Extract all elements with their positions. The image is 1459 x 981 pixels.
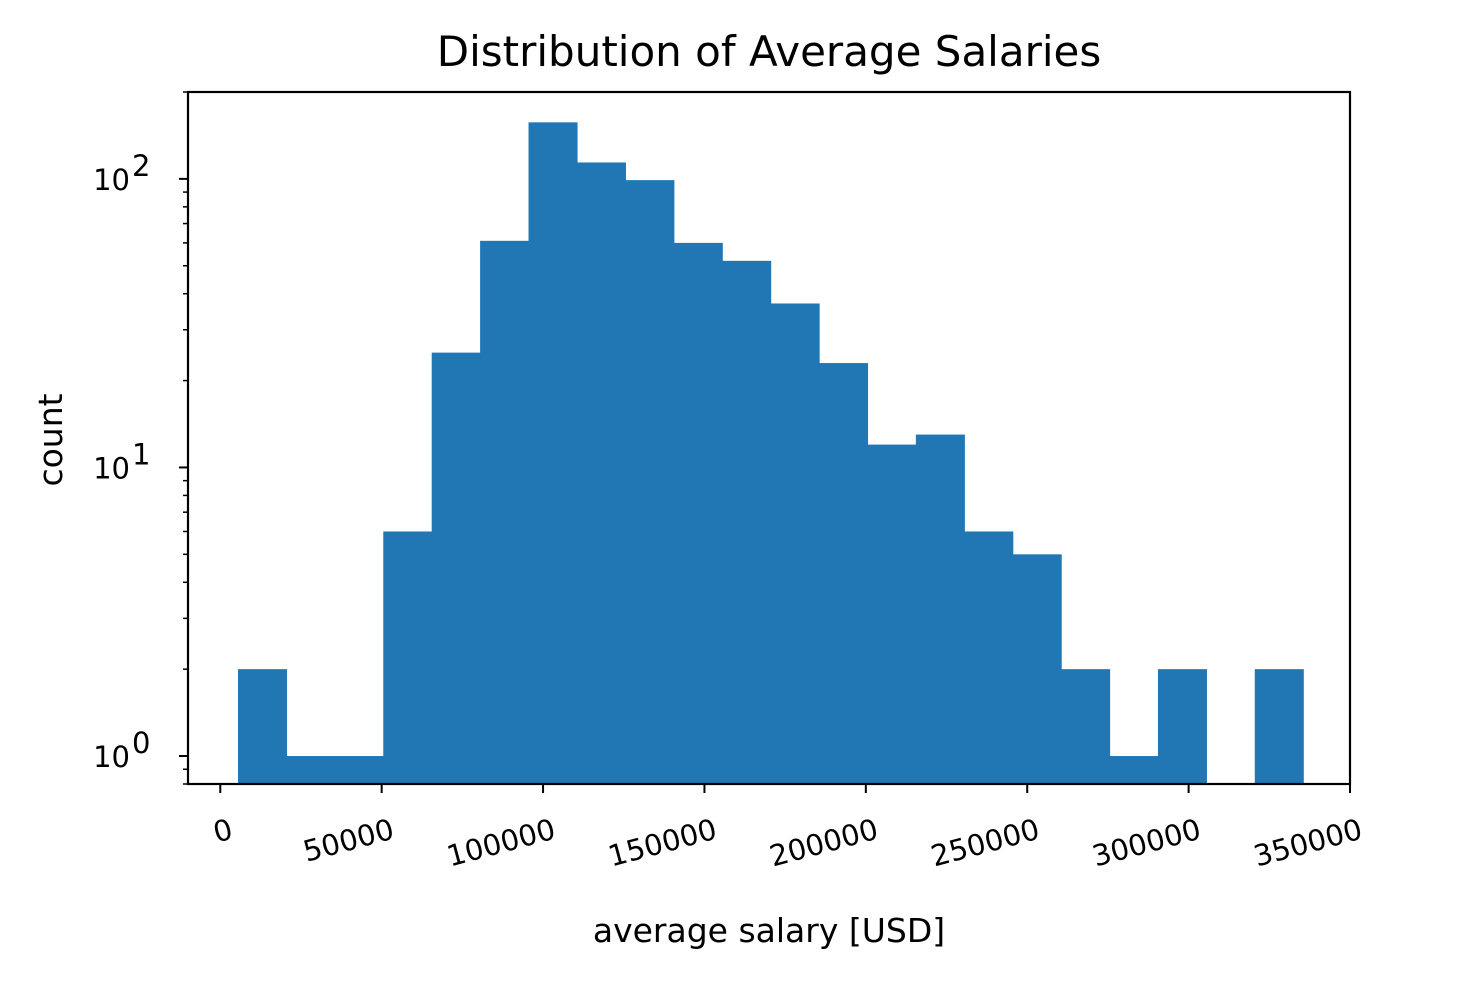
histogram-bar-3 xyxy=(383,531,433,784)
x-axis-ticks: 0 50000 100000 150000 200000 250000 300000 3500… xyxy=(209,784,1366,873)
chart-title: Distribution of Average Salaries xyxy=(437,27,1102,76)
histogram-bar-8 xyxy=(625,180,675,784)
histogram-bar-7 xyxy=(576,162,626,784)
histogram-bar-0 xyxy=(238,669,288,784)
y-tick-label: 10 xyxy=(93,740,130,774)
y-tick-exponent: 0 xyxy=(132,726,150,760)
histogram-bar-16 xyxy=(1012,554,1062,784)
x-tick-label: 350000 xyxy=(1250,812,1366,873)
histogram-bar-17 xyxy=(1061,669,1111,784)
y-tick-exponent: 1 xyxy=(132,437,150,471)
histogram-bar-9 xyxy=(673,242,723,784)
x-tick-label: 0 xyxy=(209,812,236,850)
histogram-bar-18 xyxy=(1109,756,1159,784)
histogram-bar-5 xyxy=(480,240,530,784)
histogram-bar-4 xyxy=(431,352,481,784)
x-tick-label: 50000 xyxy=(300,812,398,869)
histogram-bar-10 xyxy=(722,260,772,784)
histogram-bar-1 xyxy=(286,756,336,784)
histogram-bars xyxy=(238,122,1304,784)
y-tick-exponent: 2 xyxy=(132,149,150,183)
plot-frame xyxy=(186,90,1352,786)
histogram-bar-19 xyxy=(1157,669,1207,784)
x-tick-label: 200000 xyxy=(766,812,882,873)
histogram-bar-15 xyxy=(964,531,1014,784)
x-tick-label: 100000 xyxy=(443,812,559,873)
histogram-bar-12 xyxy=(819,363,869,784)
histogram-bar-11 xyxy=(770,303,820,784)
histogram-bar-14 xyxy=(915,434,965,784)
histogram-bar-21 xyxy=(1254,669,1304,784)
histogram-bar-13 xyxy=(867,444,917,784)
x-tick-label: 250000 xyxy=(927,812,1043,873)
x-axis-label: average salary [USD] xyxy=(593,911,945,950)
y-axis-label: count xyxy=(31,393,70,486)
x-tick-label: 150000 xyxy=(605,812,721,873)
y-tick-label: 10 xyxy=(93,163,130,197)
histogram-bar-6 xyxy=(528,122,578,784)
histogram-bar-2 xyxy=(334,756,384,784)
y-tick-label: 10 xyxy=(93,451,130,485)
x-tick-label: 300000 xyxy=(1089,812,1205,873)
